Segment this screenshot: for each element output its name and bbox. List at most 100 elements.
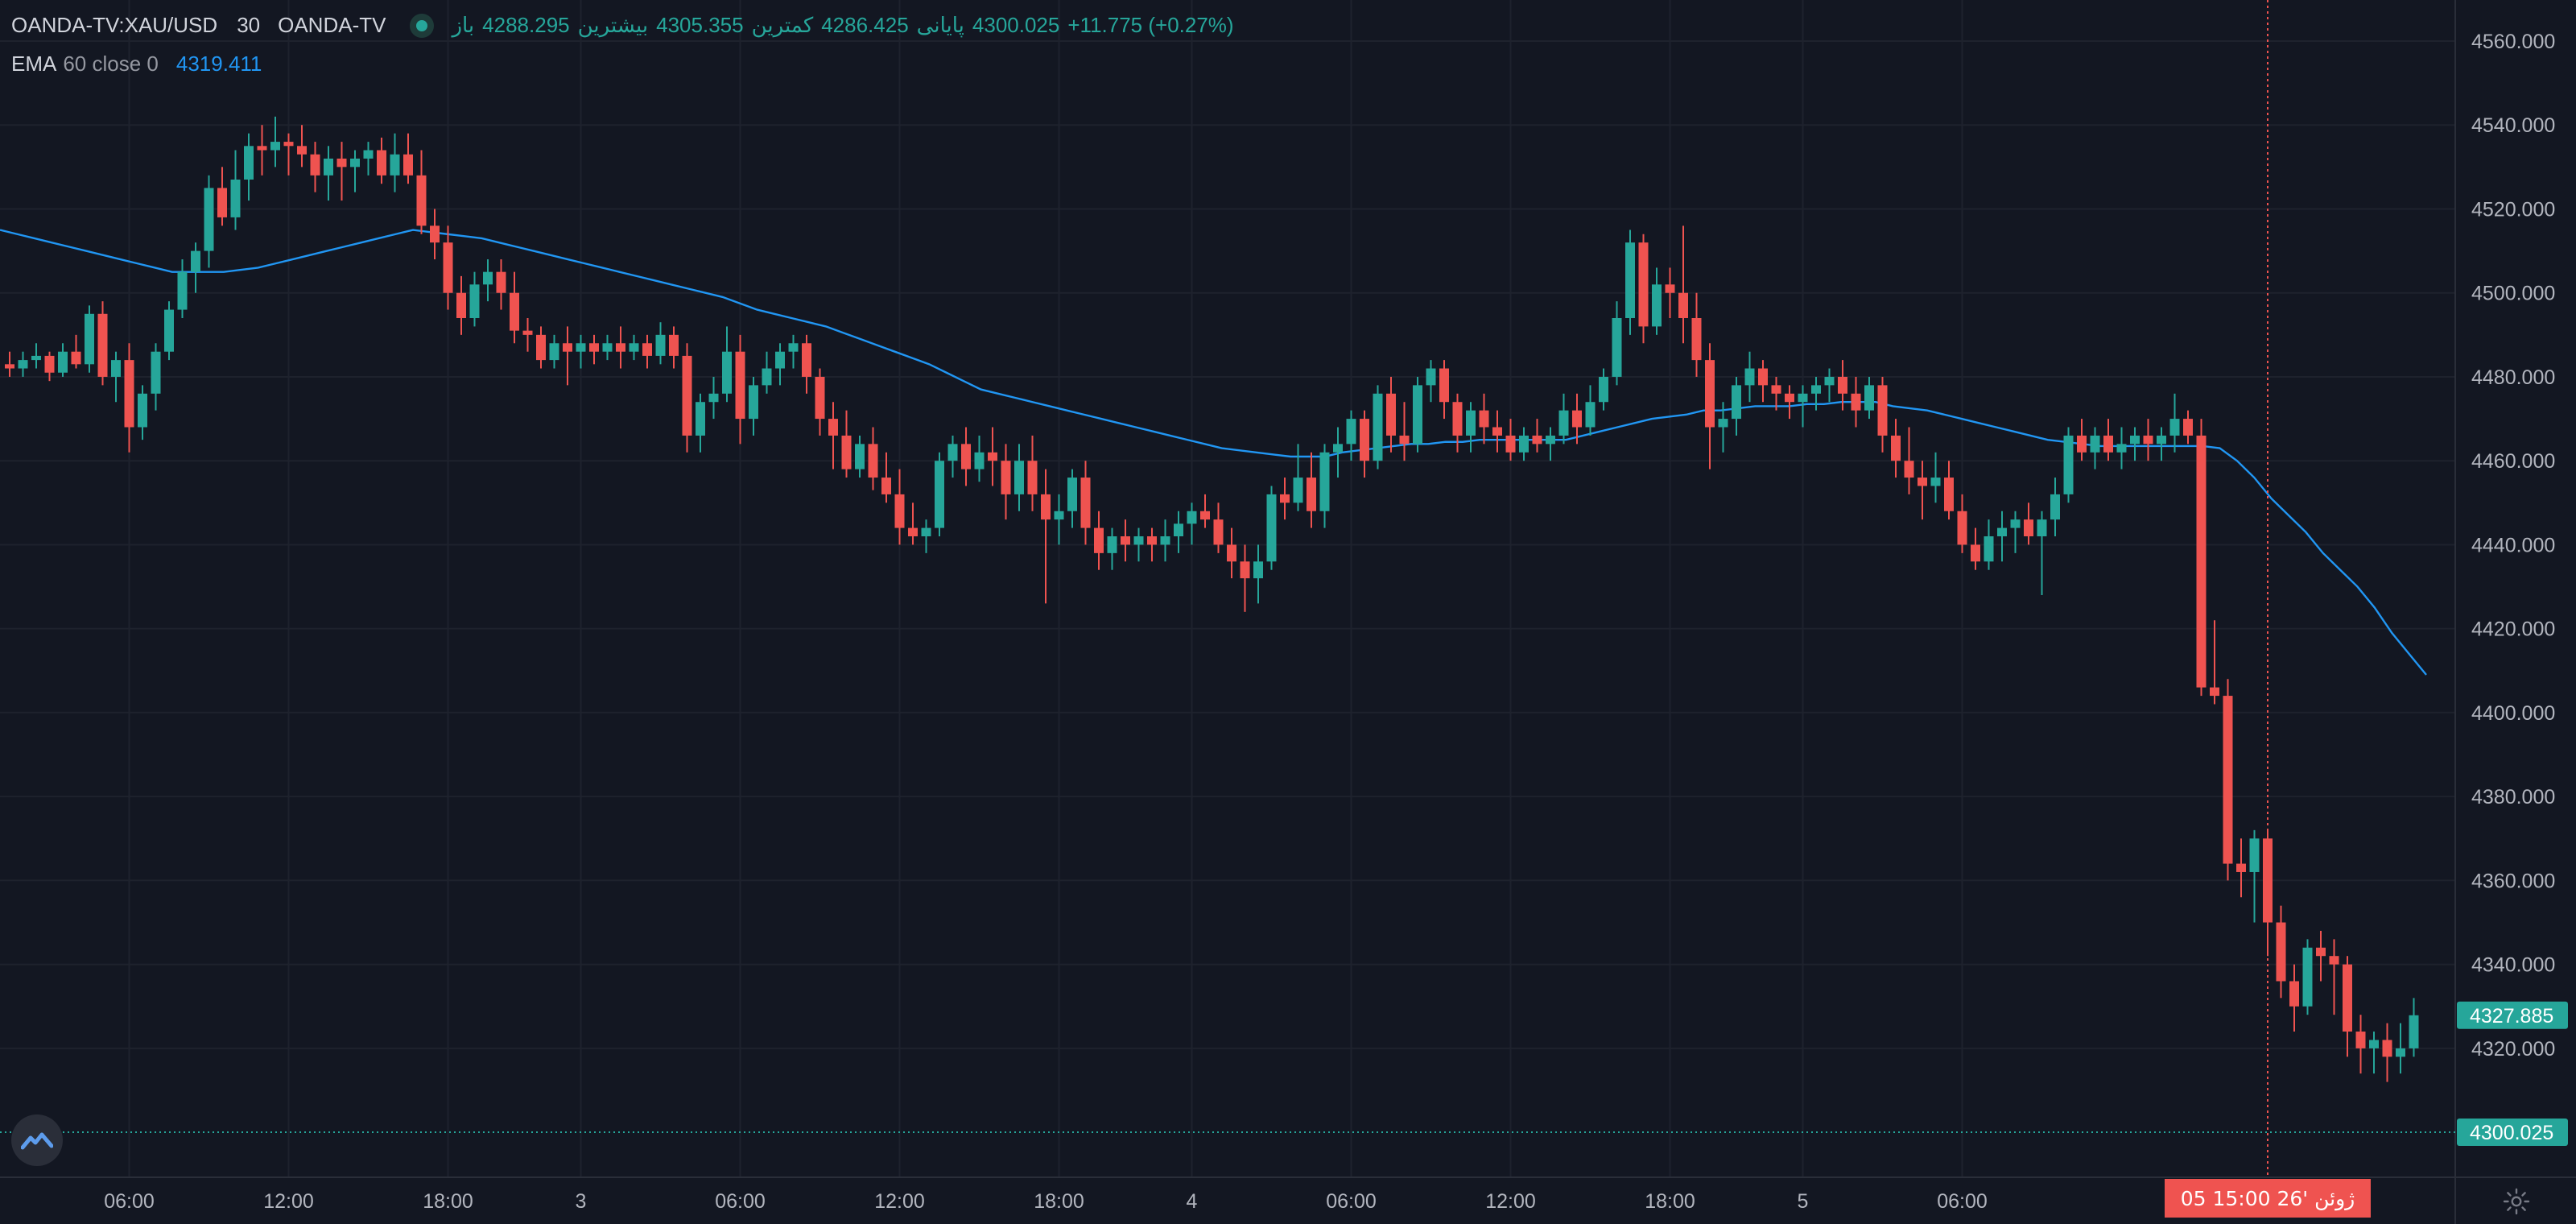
candle xyxy=(1612,301,1622,386)
candle xyxy=(336,142,347,201)
candle-body xyxy=(151,351,161,394)
candle xyxy=(1307,452,1316,528)
candle xyxy=(2369,1032,2379,1074)
candle xyxy=(1572,393,1582,445)
time-tick-label: 18:00 xyxy=(423,1190,473,1213)
candle-body xyxy=(1452,402,1463,436)
ema-line xyxy=(0,229,2427,676)
candle xyxy=(1253,544,1263,604)
candle-body xyxy=(1971,544,1980,562)
candle xyxy=(1080,461,1091,545)
settings-gear-icon[interactable] xyxy=(2502,1187,2531,1216)
candle xyxy=(1439,360,1449,420)
price-badge xyxy=(2457,1001,2568,1029)
candle xyxy=(1227,527,1236,579)
candle xyxy=(496,259,506,310)
candle xyxy=(1824,368,1835,403)
candle-body xyxy=(549,343,559,361)
price-tick-label: 4380.000 xyxy=(2471,786,2555,808)
candle-body xyxy=(1705,360,1715,428)
price-tick-label: 4340.000 xyxy=(2471,954,2555,977)
candle-body xyxy=(589,343,599,352)
timeframe-label[interactable]: 30 xyxy=(237,13,261,37)
candle xyxy=(1041,469,1051,604)
candle-body xyxy=(1732,385,1741,420)
candle xyxy=(1027,435,1038,511)
candle-body xyxy=(947,444,958,461)
candle-body xyxy=(1293,478,1303,503)
candle xyxy=(935,452,944,537)
candle-body xyxy=(1558,410,1569,436)
candle xyxy=(1971,527,1980,570)
candle-body xyxy=(1479,410,1489,428)
candle-body xyxy=(2024,519,2033,537)
candle xyxy=(270,116,280,167)
candle xyxy=(1333,427,1343,478)
candle xyxy=(2210,620,2219,705)
candle xyxy=(2116,427,2127,469)
candle-body xyxy=(1360,419,1369,461)
symbol-label[interactable]: OANDA-TV:XAU/USD xyxy=(11,13,218,37)
candle-body xyxy=(1652,284,1662,327)
candle xyxy=(1346,410,1356,461)
candle-body xyxy=(881,478,891,494)
candle xyxy=(2103,419,2113,461)
candle-body xyxy=(1067,478,1077,511)
candle xyxy=(1558,393,1569,445)
candle-body xyxy=(1891,435,1901,461)
candle xyxy=(1585,385,1596,436)
candle-body xyxy=(762,368,772,386)
candle-body xyxy=(97,313,108,377)
candle-body xyxy=(124,360,134,428)
candle xyxy=(1851,376,1861,428)
time-tick-label: 12:00 xyxy=(1485,1190,1536,1213)
candle xyxy=(947,435,958,478)
candle-body xyxy=(1240,561,1250,579)
indicator-params: 60 close 0 xyxy=(63,52,159,76)
candle-body xyxy=(350,158,360,167)
candle-body xyxy=(1612,317,1622,377)
candle xyxy=(1532,419,1542,453)
candle xyxy=(1319,444,1330,528)
candle-body xyxy=(2302,947,2313,1007)
candle xyxy=(1877,376,1888,453)
indicator-legend[interactable]: EMA 60 close 0 4319.411 xyxy=(11,52,262,76)
candle-body xyxy=(1625,242,1635,318)
candle xyxy=(1838,360,1847,411)
low-value: 4286.425 xyxy=(821,13,909,37)
candle-body xyxy=(2396,1048,2405,1057)
candle-body xyxy=(2382,1040,2392,1057)
candle-body xyxy=(5,364,14,369)
candle-body xyxy=(1147,536,1157,545)
candle-body xyxy=(974,452,985,469)
candle-body xyxy=(868,444,878,478)
candle xyxy=(642,334,652,369)
candle xyxy=(138,385,147,440)
price-axis[interactable]: 4560.000 4540.000 4520.000 4500.000 4480.000… xyxy=(2471,31,2555,1061)
crosshair-time-label: 05 ژوئن '26 15:00 xyxy=(2181,1187,2355,1211)
ema-path xyxy=(0,229,2427,676)
market-status-icon[interactable] xyxy=(410,13,435,38)
candle-body xyxy=(1121,536,1130,545)
candle-body xyxy=(1718,419,1728,428)
candle xyxy=(762,351,772,394)
candle-body xyxy=(1133,536,1144,545)
candle-body xyxy=(669,334,679,356)
candle-body xyxy=(855,444,865,469)
time-axis[interactable]: 206:0012:0018:00306:0012:0018:00406:0012… xyxy=(0,1190,1988,1213)
candle xyxy=(324,146,333,201)
candle xyxy=(1652,267,1662,335)
candle xyxy=(841,410,852,478)
tradingview-logo-icon[interactable] xyxy=(11,1114,63,1166)
candle xyxy=(2090,427,2100,469)
candle-body xyxy=(1918,478,1927,486)
candle xyxy=(2249,829,2260,923)
candle xyxy=(164,301,174,361)
time-tick-label: 06:00 xyxy=(104,1190,155,1213)
candle xyxy=(2169,393,2180,453)
candle xyxy=(2157,427,2166,461)
candle-body xyxy=(1585,402,1596,428)
